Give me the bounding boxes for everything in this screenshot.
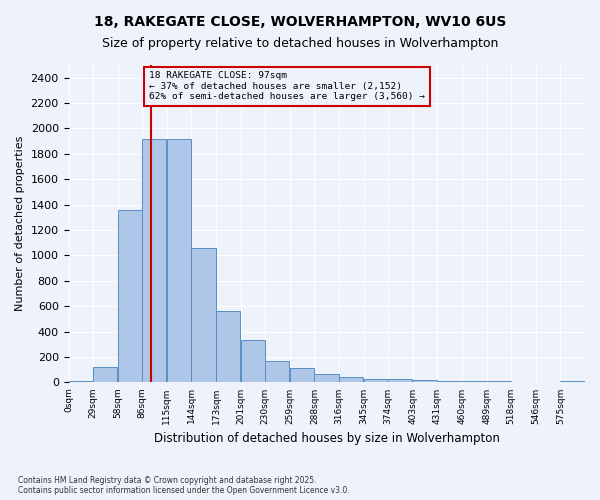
Text: Size of property relative to detached houses in Wolverhampton: Size of property relative to detached ho… (102, 38, 498, 51)
Bar (290, 368, 314, 382)
Bar (216, 312, 240, 382)
Bar (241, 340, 265, 382)
Bar (68, 380, 92, 382)
Bar (364, 378, 388, 382)
Bar (167, 138, 191, 382)
Bar (388, 380, 412, 382)
Bar (560, 381, 584, 382)
X-axis label: Distribution of detached houses by size in Wolverhampton: Distribution of detached houses by size … (154, 432, 500, 445)
Bar (118, 210, 142, 382)
Text: 18 RAKEGATE CLOSE: 97sqm
← 37% of detached houses are smaller (2,152)
62% of sem: 18 RAKEGATE CLOSE: 97sqm ← 37% of detach… (149, 72, 425, 101)
Text: 18, RAKEGATE CLOSE, WOLVERHAMPTON, WV10 6US: 18, RAKEGATE CLOSE, WOLVERHAMPTON, WV10 … (94, 15, 506, 29)
Bar (314, 374, 338, 382)
Bar (339, 378, 363, 382)
Bar (191, 248, 215, 382)
Y-axis label: Number of detached properties: Number of detached properties (15, 136, 25, 312)
Bar (487, 381, 511, 382)
Bar (265, 362, 289, 382)
Bar (462, 381, 486, 382)
Bar (142, 138, 166, 382)
Bar (437, 380, 461, 382)
Text: Contains HM Land Registry data © Crown copyright and database right 2025.
Contai: Contains HM Land Registry data © Crown c… (18, 476, 350, 495)
Bar (93, 366, 117, 382)
Bar (413, 380, 437, 382)
